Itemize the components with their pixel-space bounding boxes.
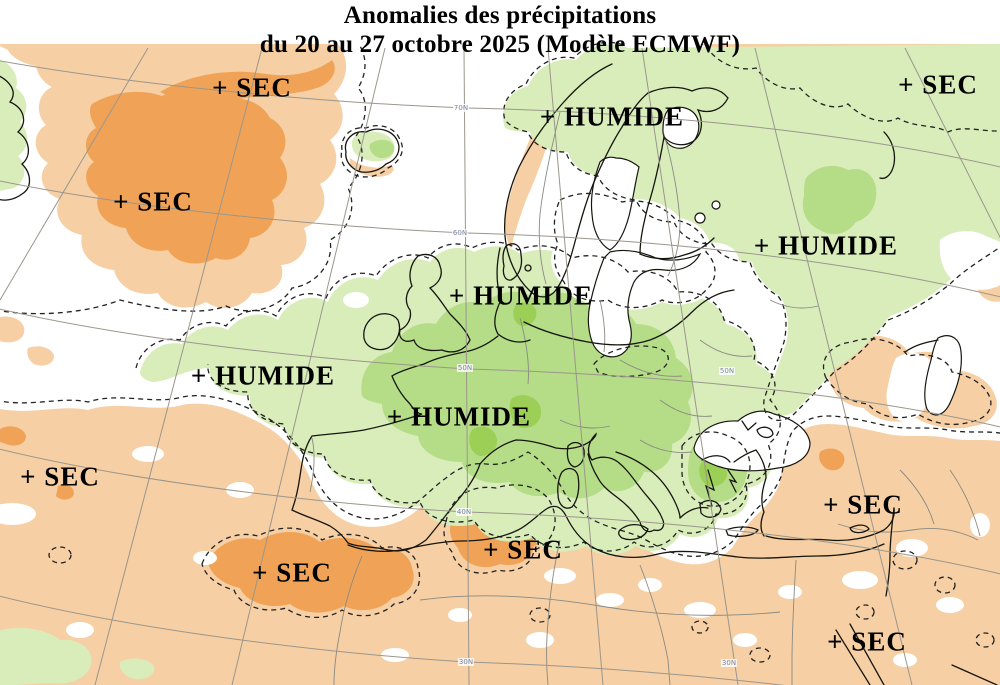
map-title-line2: du 20 au 27 octobre 2025 (Modèle ECMWF): [259, 31, 741, 58]
anomaly-contours: [0, 41, 1000, 663]
map-title-line1: Anomalies des précipitations: [343, 2, 657, 29]
coastlines: [0, 63, 998, 685]
country-borders: [309, 111, 981, 685]
sea-shapes: [587, 106, 962, 472]
